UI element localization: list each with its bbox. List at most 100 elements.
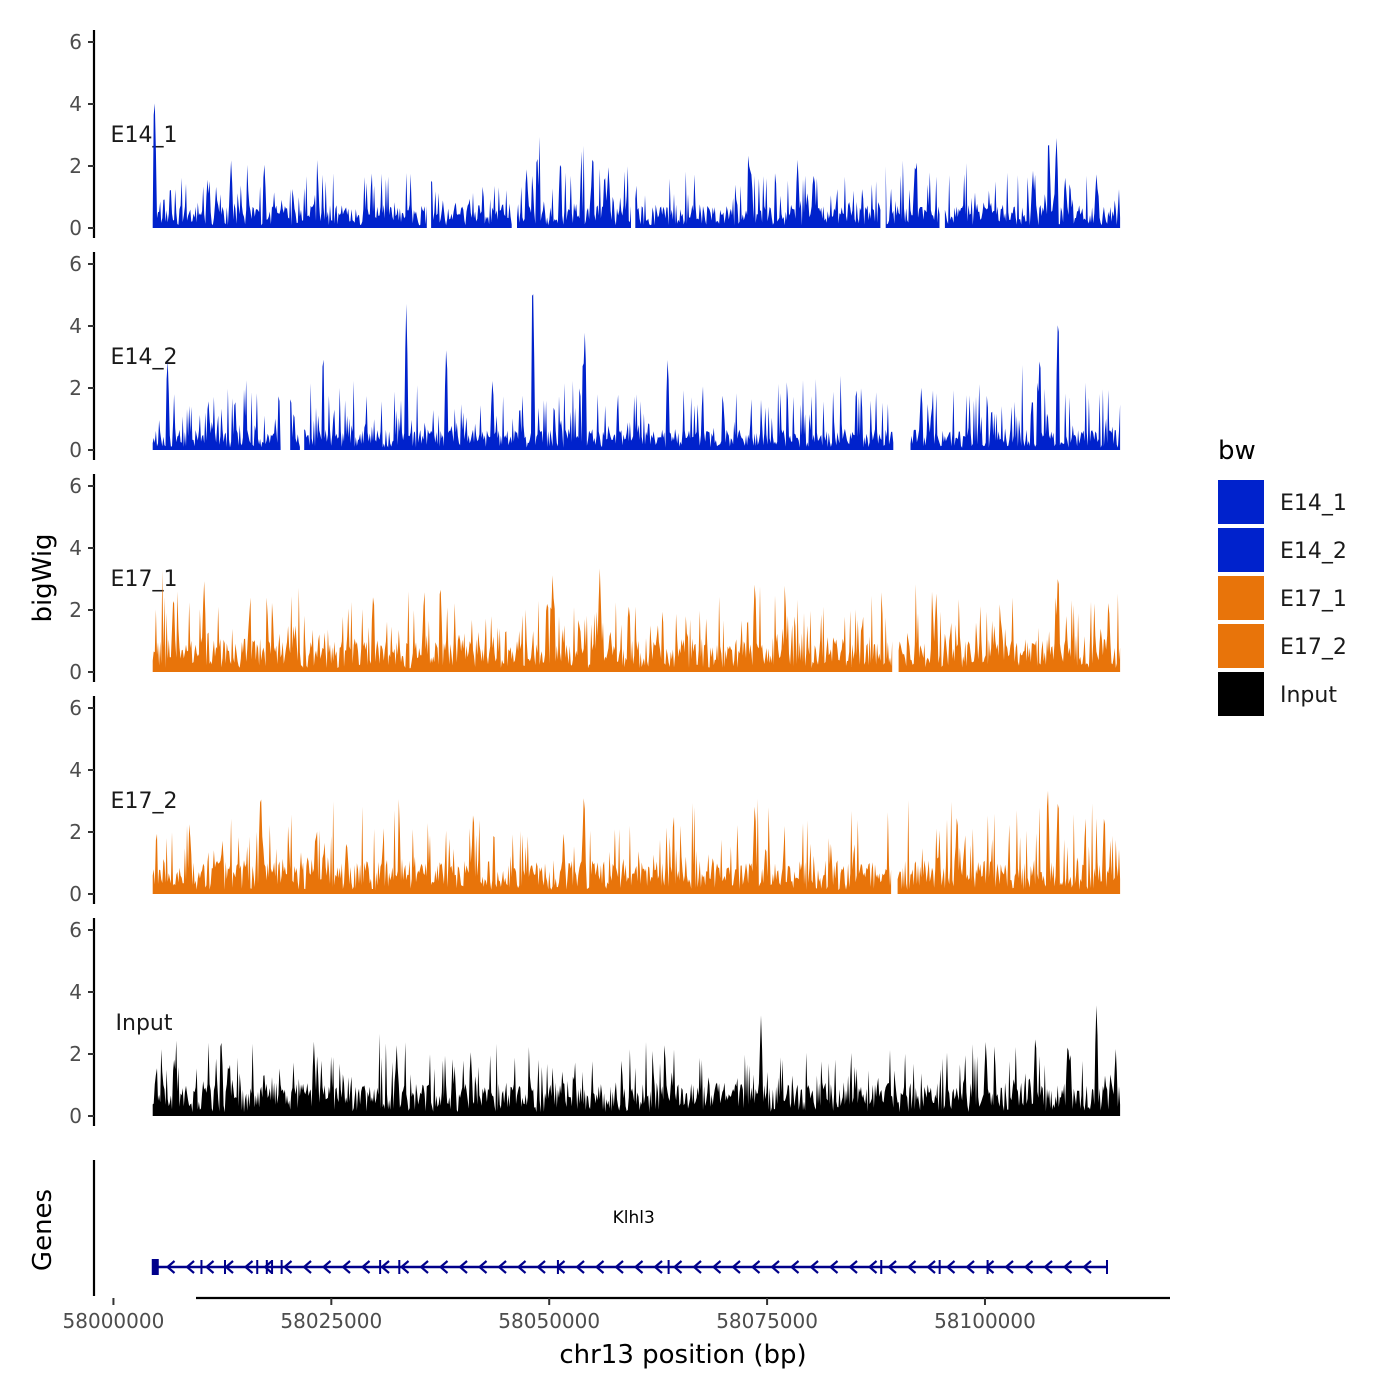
strand-arrow (867, 1260, 878, 1274)
strand-arrow (497, 1260, 507, 1274)
strand-arrow (536, 1260, 546, 1274)
x-axis-title: chr13 position (bp) (559, 1340, 806, 1370)
strand-arrow (341, 1260, 351, 1274)
strand-arrow (360, 1260, 371, 1274)
x-tick-label: 58025000 (280, 1309, 382, 1333)
y-tick-label: 6 (69, 474, 82, 498)
strand-arrow (1082, 1260, 1092, 1274)
signal-area-E14_1 (152, 103, 1121, 228)
exon (256, 1260, 259, 1274)
y-tick-label: 6 (69, 252, 82, 276)
strand-arrow (828, 1260, 839, 1274)
strand-arrow (750, 1260, 761, 1274)
exon (271, 1260, 274, 1274)
x-tick-label: 58000000 (63, 1309, 165, 1333)
signal-area-E17_2 (152, 790, 1121, 894)
legend-swatch-E17_2 (1218, 624, 1264, 668)
y-axis-title: bigWig (28, 533, 58, 622)
strand-arrow (887, 1260, 897, 1274)
exon (151, 1259, 159, 1275)
strand-arrow (516, 1260, 527, 1274)
legend-swatch-E17_1 (1218, 576, 1264, 620)
legend-label-E17_2: E17_2 (1280, 635, 1347, 660)
strand-arrow (302, 1260, 312, 1274)
strand-arrow (770, 1260, 780, 1274)
y-tick-label: 2 (69, 1042, 82, 1066)
strand-arrow (185, 1260, 195, 1274)
strand-arrow (945, 1260, 956, 1274)
y-tick-label: 0 (69, 882, 82, 906)
track-E17_2: 0 2 4 6 E17_2 (69, 696, 1121, 906)
strand-arrow (321, 1260, 332, 1274)
legend: bw E14_1 E14_2 E17_1 E17_2 Input (1218, 436, 1347, 716)
y-tick-label: 6 (69, 696, 82, 720)
x-tick-label: 58075000 (716, 1309, 818, 1333)
y-tick-label: 6 (69, 30, 82, 54)
y-tick-label: 2 (69, 598, 82, 622)
genes-panel: Klhl3 (92, 1160, 1108, 1296)
strand-arrow (731, 1260, 741, 1274)
strand-arrow (380, 1260, 390, 1274)
y-tick-label: 6 (69, 918, 82, 942)
strand-arrow (282, 1260, 293, 1274)
y-tick-label: 4 (69, 92, 82, 116)
y-tick-label: 4 (69, 536, 82, 560)
strand-arrow (263, 1260, 273, 1274)
legend-label-Input: Input (1280, 683, 1337, 708)
strand-arrow (204, 1260, 215, 1274)
strand-arrow (419, 1260, 429, 1274)
y-tick-label: 2 (69, 820, 82, 844)
strand-arrow (477, 1260, 488, 1274)
strand-arrow (672, 1260, 683, 1274)
track-E17_1: 0 2 4 6 E17_1 (69, 474, 1121, 684)
strand-arrow (594, 1260, 605, 1274)
strand-arrow (789, 1260, 800, 1274)
strand-arrow (984, 1260, 995, 1274)
y-tick-label: 2 (69, 154, 82, 178)
strand-arrow (1043, 1260, 1053, 1274)
exon (667, 1260, 670, 1274)
legend-label-E17_1: E17_1 (1280, 587, 1347, 612)
y-tick-label: 2 (69, 376, 82, 400)
signal-tracks: 0 2 4 6 E14_1 0 2 4 6 E14_2 0 2 4 6 E17_1 0 2 4 6 E17_2 0 2 4 6… (69, 30, 1121, 1128)
exon (398, 1260, 401, 1274)
exon (880, 1260, 883, 1274)
signal-area-E17_1 (152, 568, 1121, 672)
strand-arrow (809, 1260, 819, 1274)
strand-arrow (633, 1260, 644, 1274)
strand-arrow (243, 1260, 254, 1274)
signal-area-E14_2 (152, 294, 1121, 450)
strand-arrow (848, 1260, 858, 1274)
x-tick-label: 58100000 (934, 1309, 1036, 1333)
exon (986, 1260, 989, 1274)
y-tick-label: 0 (69, 660, 82, 684)
track-label: E14_1 (111, 123, 178, 148)
strand-arrow (165, 1260, 176, 1274)
strand-arrow (692, 1260, 702, 1274)
exon (200, 1260, 203, 1274)
strand-arrow (926, 1260, 936, 1274)
track-label: E17_2 (111, 789, 178, 814)
track-label: Input (116, 1011, 173, 1036)
x-tick-label: 58050000 (498, 1309, 600, 1333)
y-tick-label: 0 (69, 1104, 82, 1128)
legend-swatch-E14_1 (1218, 480, 1264, 524)
exon (223, 1260, 226, 1274)
strand-arrow (1062, 1260, 1073, 1274)
strand-arrow (1023, 1260, 1034, 1274)
track-E14_2: 0 2 4 6 E14_2 (69, 252, 1121, 462)
y-tick-label: 0 (69, 438, 82, 462)
exon (280, 1260, 283, 1274)
strand-arrow (399, 1260, 410, 1274)
legend-label-E14_1: E14_1 (1280, 491, 1347, 516)
strand-arrow (965, 1260, 975, 1274)
x-axis: 58000000 58025000 58050000 58075000 58100000 (63, 1296, 1170, 1333)
strand-arrow (458, 1260, 468, 1274)
track-E14_1: 0 2 4 6 E14_1 (69, 30, 1121, 240)
y-tick-label: 4 (69, 314, 82, 338)
gene-label: Klhl3 (613, 1208, 655, 1228)
exon (265, 1260, 268, 1274)
strand-arrow (224, 1260, 234, 1274)
strand-arrow (1004, 1260, 1014, 1274)
